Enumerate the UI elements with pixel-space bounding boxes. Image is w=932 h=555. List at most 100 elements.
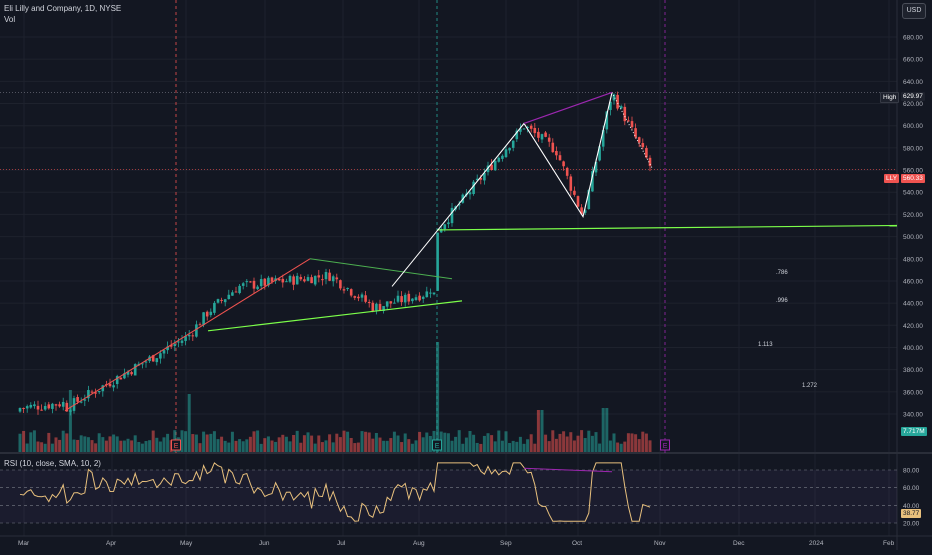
volume-bar	[263, 438, 267, 452]
earnings-marker-glyph: E	[663, 443, 668, 450]
candle-body	[360, 294, 364, 298]
fib-label: .996	[776, 298, 788, 304]
candle-body	[627, 120, 630, 122]
volume-bar	[112, 434, 116, 452]
rsi-value-label: 38.77	[901, 509, 922, 518]
volume-bar	[641, 431, 645, 452]
volume-bar	[202, 431, 206, 452]
price-tick-label: 480.00	[903, 256, 923, 263]
candle-body	[580, 207, 583, 215]
volume-bar	[475, 442, 479, 452]
candle-body	[263, 278, 267, 286]
candle-body	[162, 350, 166, 354]
candle-body	[411, 298, 414, 302]
volume-bar	[533, 443, 537, 452]
rsi-title[interactable]: RSI (10, close, SMA, 10, 2)	[4, 459, 101, 468]
candle-body	[648, 157, 652, 166]
rsi-tick-label: 40.00	[903, 503, 920, 510]
volume-label[interactable]: Vol	[4, 15, 16, 24]
volume-bar	[428, 435, 432, 452]
candle-body	[591, 171, 594, 192]
candle-body	[418, 295, 421, 301]
candle-body	[364, 295, 367, 302]
candle-body	[565, 167, 569, 176]
volume-bar	[608, 440, 612, 452]
candle-body	[573, 190, 576, 195]
candle-body	[479, 178, 483, 180]
candle-body	[173, 344, 177, 347]
volume-bar	[576, 435, 580, 452]
volume-bar	[256, 430, 260, 452]
candle-body	[616, 94, 619, 109]
candle-body	[349, 289, 353, 296]
candle-body	[637, 137, 641, 143]
time-tick-label: Mar	[18, 540, 30, 547]
volume-bar	[306, 432, 310, 452]
candle-body	[213, 302, 216, 313]
volume-bar	[310, 435, 314, 452]
candle-body	[133, 364, 137, 376]
candle-body	[177, 341, 180, 343]
volume-bar	[252, 431, 256, 452]
volume-bar	[151, 430, 155, 452]
candle-body	[540, 134, 544, 140]
volume-bar	[637, 439, 641, 452]
candle-body	[544, 132, 547, 137]
volume-bar	[266, 436, 270, 452]
volume-bar	[547, 441, 551, 452]
symbol-title[interactable]: Eli Lilly and Company, 1D, NYSE	[4, 4, 122, 13]
volume-bar	[569, 432, 573, 452]
candle-body	[382, 306, 385, 312]
candle-body	[238, 285, 241, 294]
candle-body	[141, 363, 144, 365]
candle-body	[537, 131, 540, 138]
candle-body	[83, 399, 87, 401]
volume-bar	[529, 434, 533, 452]
volume-bar	[115, 436, 119, 452]
volume-bar	[338, 437, 342, 452]
candle-body	[40, 409, 43, 411]
volume-bar	[364, 431, 368, 452]
candle-body	[375, 303, 378, 311]
candle-body	[130, 372, 133, 375]
candle-body	[216, 299, 220, 303]
time-tick-label: 2024	[809, 540, 824, 547]
volume-bar	[335, 433, 339, 452]
volume-bar	[360, 431, 364, 452]
volume-bar	[580, 430, 584, 452]
candle-body	[101, 385, 105, 392]
volume-bar	[284, 436, 288, 452]
candle-body	[396, 295, 400, 302]
volume-bar	[371, 438, 375, 452]
volume-bar	[626, 433, 630, 452]
volume-bar	[270, 440, 274, 452]
volume-bar	[486, 433, 490, 452]
volume-bar	[104, 440, 108, 452]
volume-bar	[324, 440, 328, 452]
time-tick-label: Aug	[413, 540, 425, 547]
candle-body	[594, 161, 598, 173]
candle-body	[511, 140, 515, 148]
currency-button[interactable]: USD	[902, 3, 926, 19]
volume-bar	[187, 394, 191, 452]
volume-bar	[148, 440, 152, 452]
candle-body	[259, 279, 263, 287]
candle-body	[630, 121, 634, 128]
fib-label: 1.113	[758, 342, 773, 348]
volume-bar	[331, 442, 335, 452]
candle-body	[576, 196, 580, 207]
volume-bar	[472, 434, 476, 452]
candle-body	[601, 130, 605, 147]
volume-bar	[328, 434, 332, 452]
price-tick-label: 620.00	[903, 101, 923, 108]
volume-bar	[245, 439, 249, 452]
rsi-tick-label: 20.00	[903, 521, 920, 528]
volume-bar	[61, 430, 65, 452]
candle-body	[58, 404, 61, 407]
rsi-tick-label: 80.00	[903, 468, 920, 475]
candle-body	[472, 181, 475, 194]
candle-body	[169, 344, 173, 347]
candle-body	[112, 385, 115, 388]
candle-body	[277, 278, 281, 281]
